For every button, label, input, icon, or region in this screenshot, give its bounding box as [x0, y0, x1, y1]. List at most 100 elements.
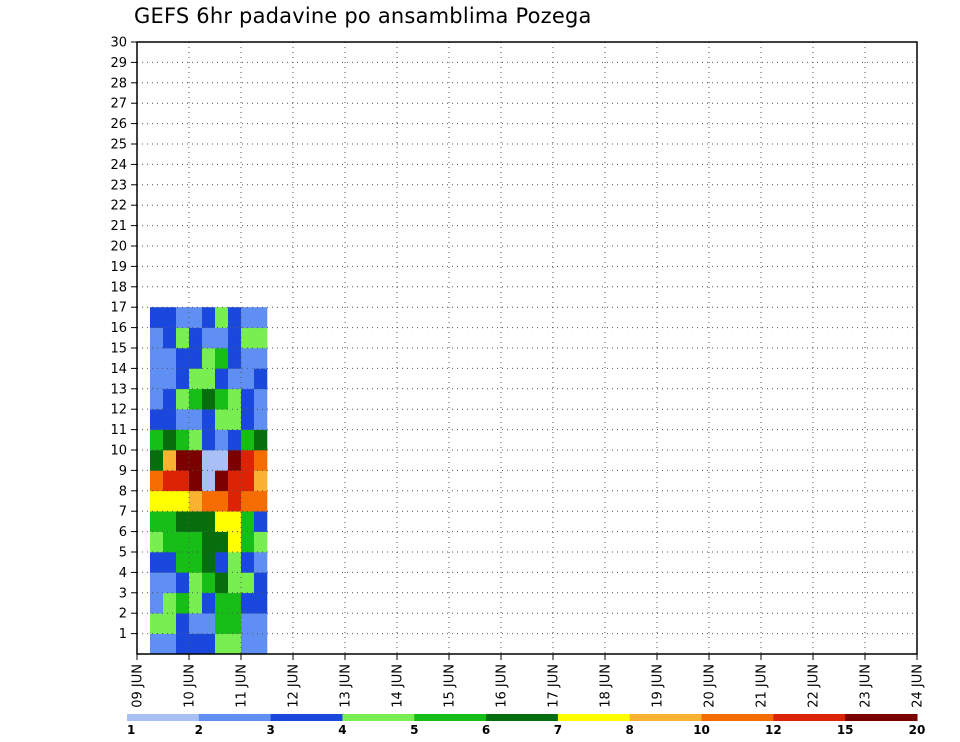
heatmap-cell [150, 470, 164, 492]
colorbar-label: 2 [195, 723, 203, 737]
heatmap-cell [228, 409, 242, 430]
heatmap-cell [150, 450, 164, 471]
heatmap-cell [215, 490, 229, 512]
heatmap-cell [228, 348, 242, 369]
colorbar-label: 7 [554, 723, 562, 737]
y-tick-label: 11 [110, 423, 127, 438]
heatmap-cell [254, 552, 268, 573]
heatmap-cell [254, 368, 268, 390]
colorbar-swatch [342, 714, 415, 721]
heatmap-cell [150, 511, 164, 532]
heatmap-cell [163, 348, 177, 369]
heatmap-cell [150, 409, 164, 430]
heatmap-cell [176, 409, 190, 430]
y-tick-label: 10 [110, 444, 127, 459]
heatmap-cell [241, 490, 255, 512]
heatmap-cell [254, 470, 268, 492]
heatmap-cell [189, 348, 203, 369]
heatmap-cell [150, 429, 164, 451]
heatmap-cell [189, 429, 203, 451]
heatmap-cell [241, 450, 255, 471]
heatmap-cell [189, 307, 203, 328]
heatmap-cell [254, 613, 268, 634]
heatmap-cell [241, 511, 255, 532]
heatmap-cell [176, 552, 190, 573]
heatmap-cell [202, 429, 216, 451]
heatmap-cell [254, 633, 268, 655]
heatmap-cell [254, 531, 268, 553]
y-tick-label: 22 [110, 199, 127, 214]
heatmap-cell [228, 368, 242, 390]
heatmap-cell [163, 592, 177, 614]
y-tick-label: 29 [110, 56, 127, 71]
heatmap-cell [215, 572, 229, 594]
heatmap-cell [254, 592, 268, 614]
heatmap-cell [228, 307, 242, 328]
heatmap-cell [163, 388, 177, 410]
colorbar-swatch [127, 714, 200, 721]
y-tick-label: 28 [110, 76, 127, 91]
heatmap-cell [241, 348, 255, 369]
x-tick-label: 18 JUN [599, 664, 614, 708]
heatmap-cell [228, 511, 242, 532]
heatmap-cell [241, 470, 255, 492]
chart-title: GEFS 6hr padavine po ansamblima Pozega [134, 4, 592, 28]
heatmap-cell [189, 327, 203, 349]
x-tick-label: 10 JUN [183, 664, 198, 708]
heatmap-cell [215, 368, 229, 390]
heatmap-cell [176, 327, 190, 349]
colorbar-swatch [414, 714, 487, 721]
y-tick-label: 16 [110, 321, 127, 336]
heatmap-cell [202, 572, 216, 594]
heatmap-cell [163, 368, 177, 390]
y-tick-label: 1 [119, 627, 127, 642]
y-tick-label: 4 [119, 566, 127, 581]
y-tick-label: 14 [110, 362, 127, 377]
x-tick-label: 21 JUN [755, 664, 770, 708]
heatmap-cell [228, 490, 242, 512]
heatmap-cell [176, 633, 190, 655]
heatmap-cell [241, 327, 255, 349]
x-tick-label: 09 JUN [131, 664, 146, 708]
y-tick-label: 7 [119, 505, 127, 520]
heatmap-cell [228, 388, 242, 410]
heatmap-cell [163, 552, 177, 573]
x-tick-label: 20 JUN [703, 664, 718, 708]
heatmap-cell [254, 409, 268, 430]
x-tick-label: 17 JUN [547, 664, 562, 708]
heatmap-cell [176, 348, 190, 369]
colorbar-swatch [701, 714, 774, 721]
heatmap-cell [176, 613, 190, 634]
heatmap-cell [241, 552, 255, 573]
y-tick-label: 25 [110, 138, 127, 153]
heatmap-cell [189, 633, 203, 655]
heatmap-cell [228, 531, 242, 553]
heatmap-cell [215, 307, 229, 328]
heatmap-cell [189, 572, 203, 594]
heatmap-cell [202, 633, 216, 655]
heatmap-cell [241, 531, 255, 553]
x-tick-label: 13 JUN [339, 664, 354, 708]
heatmap-cell [189, 531, 203, 553]
heatmap-cell [215, 470, 229, 492]
heatmap-cell [202, 531, 216, 553]
heatmap-cell [163, 450, 177, 471]
heatmap-cell [254, 388, 268, 410]
heatmap-cell [150, 633, 164, 655]
heatmap-cell [150, 490, 164, 512]
heatmap-cell [163, 511, 177, 532]
heatmap-cell [228, 450, 242, 471]
y-tick-label: 26 [110, 117, 127, 132]
heatmap-cell [241, 613, 255, 634]
heatmap-cell [176, 531, 190, 553]
heatmap-cell [228, 552, 242, 573]
x-tick-label: 24 JUN [911, 664, 926, 708]
y-tick-label: 5 [119, 546, 127, 561]
heatmap-cell [241, 592, 255, 614]
colorbar-swatch [486, 714, 559, 721]
heatmap-cell [176, 592, 190, 614]
heatmap-cell [189, 552, 203, 573]
heatmap-cell [241, 409, 255, 430]
heatmap-cell [202, 348, 216, 369]
y-tick-label: 21 [110, 219, 127, 234]
